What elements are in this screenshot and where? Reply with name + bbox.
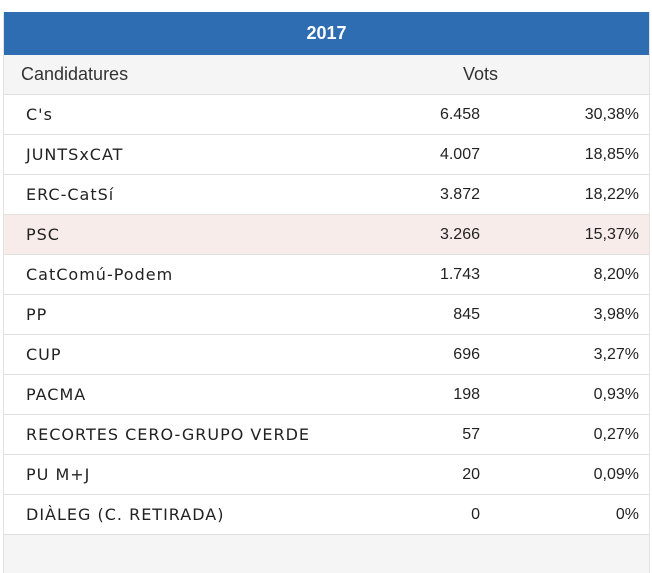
- party-name: C's: [26, 105, 53, 124]
- party-name: DIÀLEG (C. RETIRADA): [26, 505, 225, 524]
- vote-percentage: 15,37%: [584, 226, 639, 243]
- party-name: PP: [26, 305, 48, 324]
- vote-count: 1.743: [439, 266, 480, 283]
- table-row: PP 845 3,98%: [4, 295, 649, 335]
- table-row: JUNTSxCAT 4.007 18,85%: [4, 135, 649, 175]
- party-name: JUNTSxCAT: [26, 145, 124, 164]
- party-name: CUP: [26, 345, 62, 364]
- vote-percentage: 30,38%: [584, 106, 639, 123]
- vote-count: 3.266: [439, 226, 480, 243]
- party-name: CatComú-Podem: [26, 265, 174, 284]
- table-row: CatComú-Podem 1.743 8,20%: [4, 255, 649, 295]
- party-name: RECORTES CERO-GRUPO VERDE: [26, 425, 311, 444]
- party-name: PACMA: [26, 385, 87, 404]
- vote-percentage: 0,27%: [593, 426, 639, 443]
- party-name: PU M+J: [26, 465, 91, 484]
- election-results-table: 2017 Candidatures Vots C's 6.458 30,38% …: [3, 12, 650, 573]
- votes-column-header: Vots: [463, 64, 499, 84]
- table-row: PU M+J 20 0,09%: [4, 455, 649, 495]
- vote-percentage: 8,20%: [593, 266, 639, 283]
- vote-count: 198: [453, 386, 480, 403]
- vote-count: 3.872: [439, 186, 480, 203]
- vote-percentage: 3,98%: [593, 306, 639, 323]
- vote-percentage: 18,22%: [584, 186, 639, 203]
- vote-count: 20: [462, 466, 480, 483]
- vote-count: 0: [471, 506, 480, 523]
- table-row: CUP 696 3,27%: [4, 335, 649, 375]
- vote-percentage: 0,09%: [593, 466, 639, 483]
- vote-count: 696: [453, 346, 480, 363]
- table-row: C's 6.458 30,38%: [4, 95, 649, 135]
- vote-percentage: 3,27%: [593, 346, 639, 363]
- vote-count: 845: [453, 306, 480, 323]
- party-name: PSC: [26, 225, 60, 244]
- party-name: ERC-CatSí: [26, 185, 115, 204]
- column-header-row: Candidatures Vots: [4, 55, 649, 95]
- vote-percentage: 0,93%: [593, 386, 639, 403]
- vote-count: 57: [462, 426, 480, 443]
- table-row: RECORTES CERO-GRUPO VERDE 57 0,27%: [4, 415, 649, 455]
- vote-count: 4.007: [439, 146, 480, 163]
- candidatures-column-header: Candidatures: [21, 64, 129, 84]
- table-row: ERC-CatSí 3.872 18,22%: [4, 175, 649, 215]
- table-row: PACMA 198 0,93%: [4, 375, 649, 415]
- vote-percentage: 18,85%: [584, 146, 639, 163]
- table-row-highlighted: PSC 3.266 15,37%: [4, 215, 649, 255]
- table-footer: [4, 535, 649, 573]
- year-label: 2017: [306, 23, 347, 43]
- year-header: 2017: [4, 12, 649, 55]
- vote-count: 6.458: [439, 106, 480, 123]
- table-row: DIÀLEG (C. RETIRADA) 0 0%: [4, 495, 649, 535]
- vote-percentage: 0%: [615, 506, 639, 523]
